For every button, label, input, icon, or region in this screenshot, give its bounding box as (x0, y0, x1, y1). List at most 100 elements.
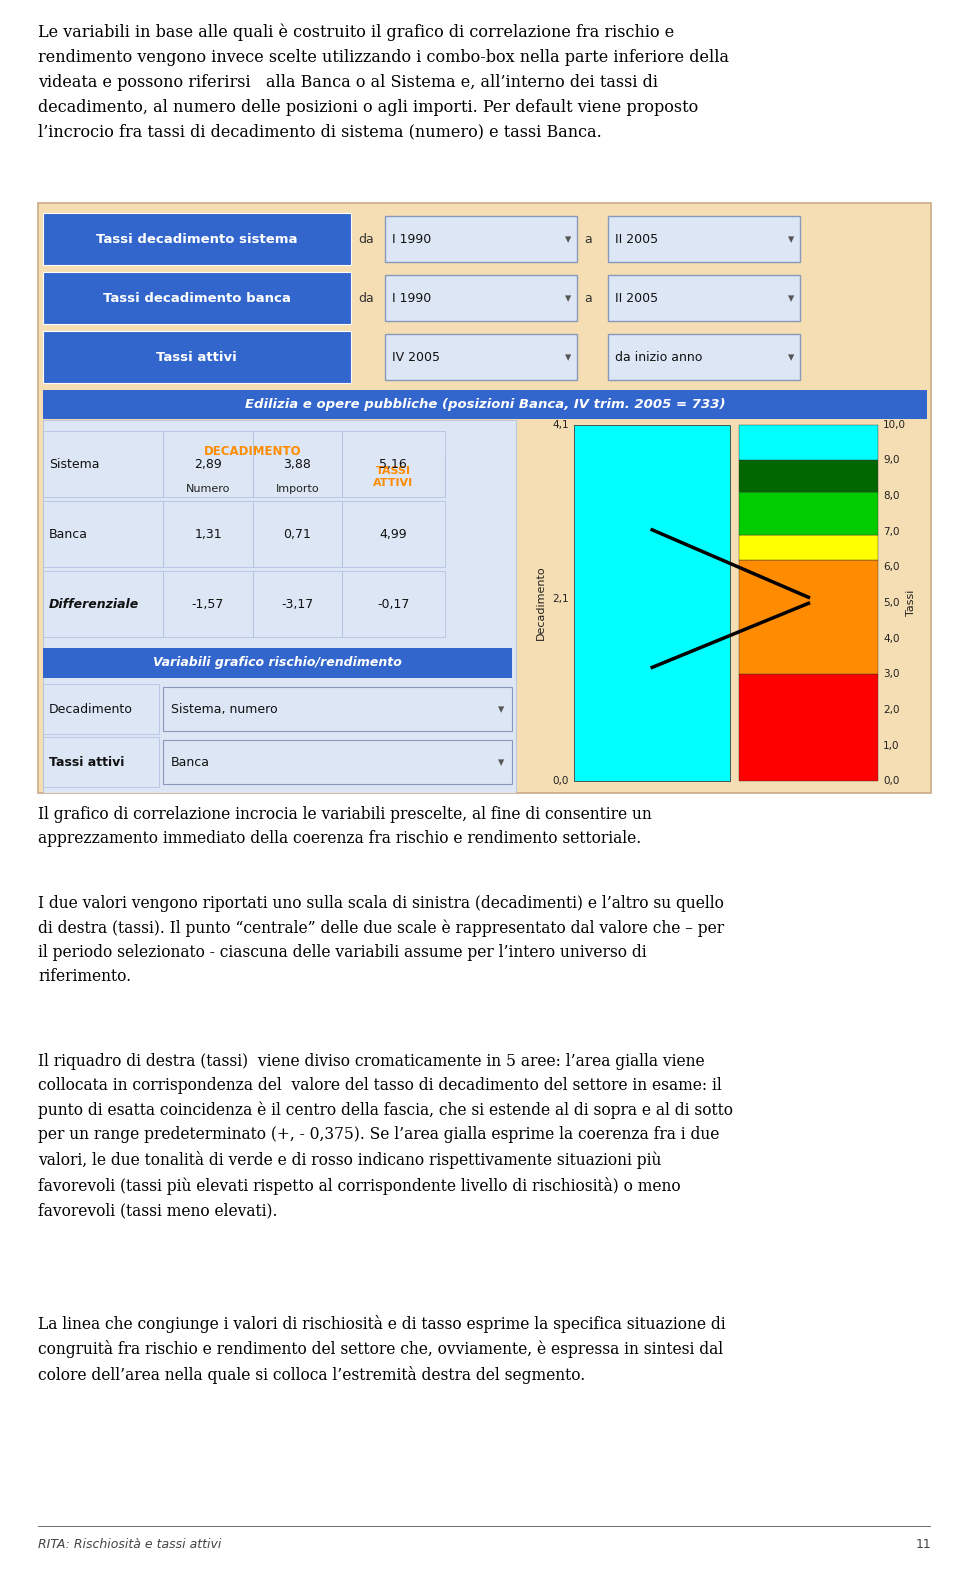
Text: da: da (358, 233, 373, 246)
Text: 10,0: 10,0 (883, 419, 906, 429)
Text: 0,0: 0,0 (552, 776, 568, 787)
FancyBboxPatch shape (43, 390, 926, 418)
Text: 6,0: 6,0 (883, 563, 900, 572)
Text: 3,88: 3,88 (283, 457, 311, 470)
FancyBboxPatch shape (608, 276, 800, 322)
Text: Il riquadro di destra (tassi)  viene diviso cromaticamente in 5 aree: l’area gia: Il riquadro di destra (tassi) viene divi… (38, 1053, 733, 1219)
Text: Edilizia e opere pubbliche (posizioni Banca, IV trim. 2005 = 733): Edilizia e opere pubbliche (posizioni Ba… (245, 397, 725, 412)
FancyBboxPatch shape (163, 483, 252, 497)
FancyBboxPatch shape (43, 431, 163, 497)
Text: ▾: ▾ (788, 350, 794, 364)
FancyBboxPatch shape (43, 419, 516, 793)
Text: 2,89: 2,89 (194, 457, 222, 470)
Text: 2,0: 2,0 (883, 705, 900, 714)
FancyBboxPatch shape (342, 501, 444, 568)
Text: 9,0: 9,0 (883, 456, 900, 465)
Text: Numero: Numero (186, 484, 230, 494)
Text: DECADIMENTO: DECADIMENTO (204, 445, 301, 459)
FancyBboxPatch shape (385, 276, 577, 322)
FancyBboxPatch shape (43, 501, 163, 568)
Text: Banca: Banca (49, 528, 88, 541)
Text: Tassi decadimento banca: Tassi decadimento banca (103, 292, 291, 304)
FancyBboxPatch shape (574, 424, 731, 782)
Text: 3,0: 3,0 (883, 669, 900, 680)
FancyBboxPatch shape (38, 203, 931, 793)
FancyBboxPatch shape (163, 571, 252, 637)
Text: IV 2005: IV 2005 (392, 350, 440, 364)
Text: I due valori vengono riportati uno sulla scala di sinistra (decadimenti) e l’alt: I due valori vengono riportati uno sulla… (38, 896, 725, 986)
Text: Sistema, numero: Sistema, numero (171, 703, 277, 716)
FancyBboxPatch shape (163, 431, 252, 497)
Text: 11: 11 (916, 1538, 931, 1550)
Text: RITA: Rischiosità e tassi attivi: RITA: Rischiosità e tassi attivi (38, 1538, 222, 1550)
FancyBboxPatch shape (43, 213, 350, 265)
Text: Tassi: Tassi (905, 590, 916, 617)
FancyBboxPatch shape (252, 501, 342, 568)
Text: -0,17: -0,17 (377, 598, 410, 610)
Text: I 1990: I 1990 (392, 292, 431, 304)
FancyBboxPatch shape (43, 648, 512, 678)
Text: ▾: ▾ (788, 233, 794, 246)
Text: Banca: Banca (171, 755, 209, 768)
Text: ▾: ▾ (564, 350, 571, 364)
Text: Tassi attivi: Tassi attivi (156, 350, 237, 364)
FancyBboxPatch shape (43, 571, 163, 637)
Text: Le variabili in base alle quali è costruito il grafico di correlazione fra risch: Le variabili in base alle quali è costru… (38, 24, 730, 140)
Text: II 2005: II 2005 (615, 233, 659, 246)
FancyBboxPatch shape (163, 688, 512, 732)
Text: Importo: Importo (276, 484, 319, 494)
Text: -3,17: -3,17 (281, 598, 313, 610)
Text: 0,0: 0,0 (883, 776, 900, 787)
FancyBboxPatch shape (608, 334, 800, 380)
Text: a: a (584, 292, 591, 304)
Text: 5,0: 5,0 (883, 598, 900, 609)
Text: Sistema: Sistema (49, 457, 100, 470)
Text: 8,0: 8,0 (883, 490, 900, 501)
FancyBboxPatch shape (43, 736, 159, 787)
Text: 4,99: 4,99 (379, 528, 407, 541)
FancyBboxPatch shape (252, 571, 342, 637)
Text: da inizio anno: da inizio anno (615, 350, 703, 364)
Text: La linea che congiunge i valori di rischiosità e di tasso esprime la specifica s: La linea che congiunge i valori di risch… (38, 1315, 726, 1385)
Text: Il grafico di correlazione incrocia le variabili prescelte, al fine di consentir: Il grafico di correlazione incrocia le v… (38, 806, 652, 847)
FancyBboxPatch shape (739, 675, 877, 782)
Text: 4,1: 4,1 (552, 419, 568, 429)
Text: Tassi decadimento sistema: Tassi decadimento sistema (96, 233, 298, 246)
FancyBboxPatch shape (43, 684, 159, 735)
FancyBboxPatch shape (163, 740, 512, 784)
Text: 1,31: 1,31 (194, 528, 222, 541)
FancyBboxPatch shape (739, 424, 877, 460)
Text: ▾: ▾ (564, 233, 571, 246)
Text: 5,16: 5,16 (379, 457, 407, 470)
Text: TASSI
ATTIVI: TASSI ATTIVI (373, 465, 414, 487)
FancyBboxPatch shape (43, 331, 350, 383)
FancyBboxPatch shape (739, 492, 877, 535)
FancyBboxPatch shape (252, 431, 342, 497)
Text: Decadimento: Decadimento (536, 566, 546, 640)
FancyBboxPatch shape (163, 440, 342, 464)
FancyBboxPatch shape (342, 571, 444, 637)
Text: 0,71: 0,71 (283, 528, 311, 541)
Text: da: da (358, 292, 373, 304)
Text: ▾: ▾ (564, 292, 571, 304)
Text: 1,0: 1,0 (883, 741, 900, 751)
FancyBboxPatch shape (43, 273, 350, 325)
FancyBboxPatch shape (608, 216, 800, 262)
Text: 2,1: 2,1 (552, 593, 568, 604)
FancyBboxPatch shape (385, 216, 577, 262)
Text: ▾: ▾ (497, 755, 504, 768)
FancyBboxPatch shape (739, 535, 877, 560)
FancyBboxPatch shape (163, 501, 252, 568)
Text: Decadimento: Decadimento (49, 703, 133, 716)
Text: a: a (584, 233, 591, 246)
Text: Variabili grafico rischio/rendimento: Variabili grafico rischio/rendimento (153, 656, 401, 669)
FancyBboxPatch shape (342, 457, 444, 497)
FancyBboxPatch shape (739, 460, 877, 492)
Text: Differenziale: Differenziale (49, 598, 139, 610)
FancyBboxPatch shape (739, 560, 877, 675)
FancyBboxPatch shape (342, 431, 444, 497)
Text: 4,0: 4,0 (883, 634, 900, 643)
Text: I 1990: I 1990 (392, 233, 431, 246)
FancyBboxPatch shape (252, 483, 342, 497)
Text: ▾: ▾ (788, 292, 794, 304)
